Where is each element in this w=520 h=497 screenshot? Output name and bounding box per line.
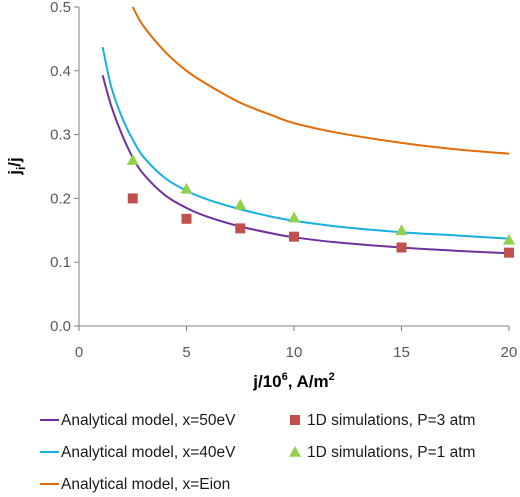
legend-swatch-square <box>290 415 300 425</box>
y-tick-label: 0.2 <box>50 190 71 207</box>
legend-swatch-triangle <box>289 446 301 457</box>
legend-label: 1D simulations, P=1 atm <box>307 444 475 461</box>
legend-label: Analytical model, x=50eV <box>61 412 236 429</box>
data-point-square <box>127 193 138 204</box>
y-tick-label: 0.3 <box>50 127 71 144</box>
data-point-triangle <box>503 233 515 245</box>
data-point-square <box>235 223 246 234</box>
data-point-triangle <box>395 224 408 236</box>
data-point-triangle <box>180 182 193 194</box>
data-point-square <box>181 213 192 224</box>
series-line-2 <box>131 6 510 155</box>
data-point-triangle <box>126 154 139 165</box>
x-tick-label: 5 <box>182 344 190 361</box>
legend: Analytical model, x=50eV 1D simulations, … <box>40 412 475 493</box>
y-ticks: 0.0 0.1 0.2 0.3 0.4 0.5 <box>50 0 79 335</box>
data-point-triangle <box>288 211 300 223</box>
x-tick-label: 0 <box>75 344 83 361</box>
y-tick-label: 0.4 <box>50 63 71 80</box>
series-markers <box>126 154 515 258</box>
plot-area: 0.0 0.1 0.2 0.3 0.4 0.5 0 5 10 15 20 <box>50 0 517 361</box>
y-tick-label: 0.0 <box>50 318 71 335</box>
x-tick-label: 15 <box>393 344 410 361</box>
legend-label: Analytical model, x=40eV <box>61 444 236 461</box>
data-point-triangle <box>234 198 247 210</box>
x-ticks: 0 5 10 15 20 <box>75 326 518 361</box>
x-tick-label: 10 <box>286 344 303 361</box>
x-tick-label: 20 <box>501 344 518 361</box>
legend-label: 1D simulations, P=3 atm <box>307 412 475 429</box>
legend-label: Analytical model, x=Eion <box>61 476 230 493</box>
data-point-square <box>289 231 299 242</box>
series-line-0 <box>101 74 510 255</box>
x-axis-title: j/106, A/m2 <box>252 371 335 391</box>
y-tick-label: 0.5 <box>50 0 71 16</box>
series-lines <box>101 6 510 255</box>
y-tick-label: 0.1 <box>50 254 71 271</box>
y-axis-title: ji/j <box>5 157 28 176</box>
series-line-1 <box>101 46 510 240</box>
data-point-square <box>396 242 407 253</box>
data-point-square <box>504 247 514 258</box>
